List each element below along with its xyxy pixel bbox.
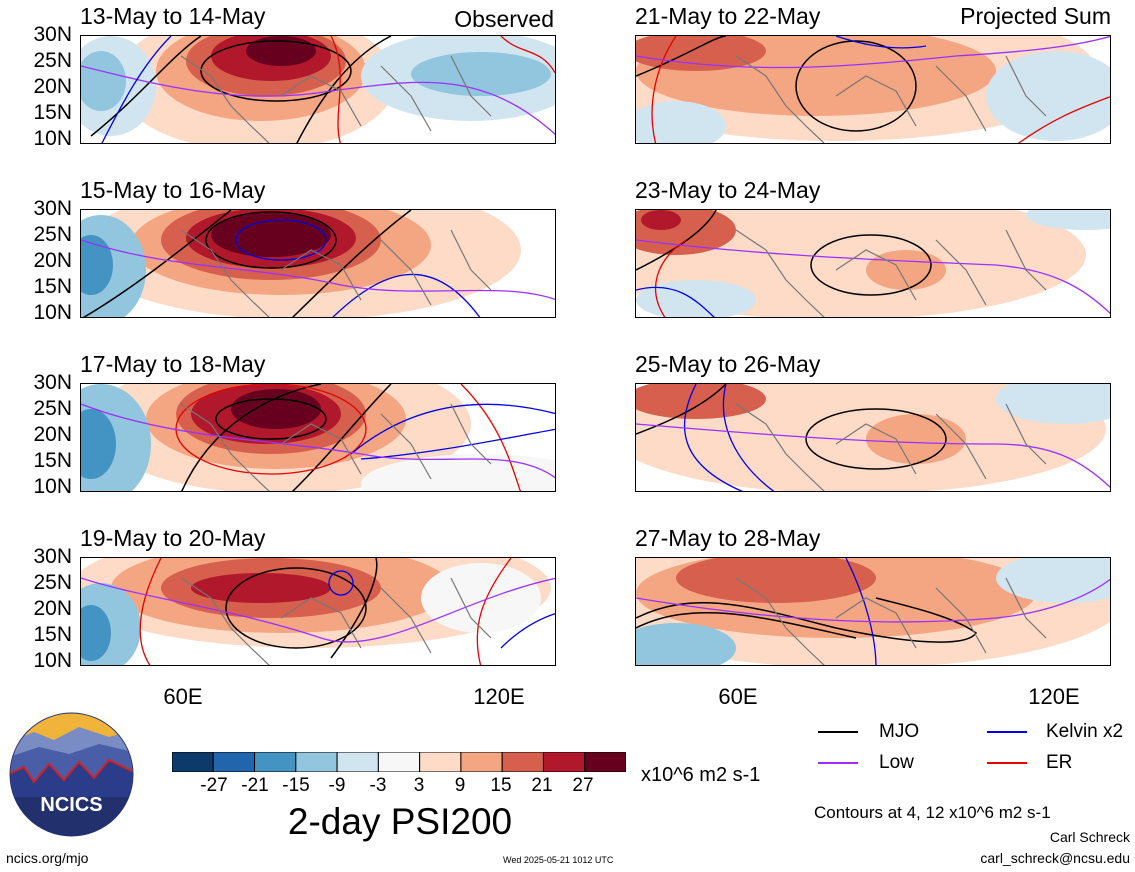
colorbar-label: 3 [413, 775, 425, 796]
panel-title: 19-May to 20-May [80, 525, 266, 551]
legend-swatch-low [818, 762, 858, 764]
legend-label-er: ER [1046, 752, 1073, 773]
lat-label: 10N [33, 649, 72, 672]
colorbar-swatch [212, 751, 256, 773]
map-panel [80, 557, 556, 666]
lon-label: 60E [718, 684, 758, 709]
colorbar-labels: -27 -21 -15 -9 -3 3 9 15 21 27 [172, 776, 626, 798]
colorbar-swatch [377, 751, 421, 773]
colorbar-label: 27 [572, 775, 594, 796]
colorbar-label: -9 [328, 775, 346, 796]
lon-label: 120E [1028, 684, 1080, 709]
map-panel [80, 383, 556, 492]
colorbar-label: 15 [490, 775, 512, 796]
colorbar-swatch [419, 751, 462, 773]
projected-label: Projected Sum [960, 3, 1111, 29]
panel-title: 27-May to 28-May [635, 525, 821, 551]
lat-label: 15N [33, 449, 72, 472]
lat-label: 30N [33, 197, 72, 220]
panel-title: 15-May to 16-May [80, 177, 266, 203]
colorbar-swatch [171, 751, 214, 773]
legend-swatch-er [987, 762, 1027, 764]
lat-label: 20N [33, 423, 72, 446]
lat-label: 20N [33, 249, 72, 272]
lat-label: 30N [33, 545, 72, 568]
legend-label-mjo: MJO [879, 721, 920, 742]
lat-label: 25N [33, 397, 72, 420]
contours-note: Contours at 4, 12 x10^6 m2 s-1 [814, 803, 1051, 822]
lat-label: 25N [33, 49, 72, 72]
panel-title: 13-May to 14-May [80, 3, 266, 29]
logo-text: NCICS [40, 794, 102, 816]
colorbar-label: -3 [369, 775, 387, 796]
colorbar [171, 751, 627, 773]
map-panel [635, 557, 1111, 666]
footer-url: ncics.org/mjo [6, 850, 89, 866]
colorbar-swatch [460, 751, 503, 773]
lat-label: 30N [33, 371, 72, 394]
lat-label: 15N [33, 623, 72, 646]
ncics-logo-graphic: NCICS [9, 712, 134, 837]
colorbar-swatch [336, 751, 379, 773]
map-panel [635, 209, 1111, 318]
lat-label: 15N [33, 101, 72, 124]
lat-label: 25N [33, 223, 72, 246]
colorbar-label: 21 [531, 775, 553, 796]
map-panel [80, 35, 556, 144]
colorbar-label: -21 [241, 775, 269, 796]
panel-title: 23-May to 24-May [635, 177, 821, 203]
panel-title: 25-May to 26-May [635, 351, 821, 377]
footer-timestamp: Wed 2025-05-21 1012 UTC [503, 855, 614, 865]
lat-label: 10N [33, 127, 72, 150]
panel-title: 17-May to 18-May [80, 351, 266, 377]
footer-author: Carl Schreck [1049, 829, 1130, 845]
lat-label: 25N [33, 571, 72, 594]
colorbar-swatch [542, 751, 586, 773]
colorbar-swatch [295, 751, 338, 773]
legend-label-low: Low [879, 752, 914, 773]
observed-label: Observed [454, 6, 554, 32]
colorbar-swatch [501, 751, 544, 773]
colorbar-unit: x10^6 m2 s-1 [641, 764, 761, 786]
colorbar-label: 9 [454, 775, 466, 796]
legend-label-kelvin: Kelvin x2 [1046, 721, 1124, 742]
legend-swatch-mjo [818, 731, 858, 733]
lat-label: 30N [33, 23, 72, 46]
panel-title: 21-May to 22-May [635, 3, 821, 29]
lon-label: 120E [473, 684, 525, 709]
footer-email: carl_schreck@ncsu.edu [980, 850, 1130, 866]
legend-swatch-kelvin [987, 731, 1027, 733]
colorbar-swatch [584, 751, 627, 773]
lat-label: 10N [33, 475, 72, 498]
lat-label: 20N [33, 597, 72, 620]
colorbar-swatches [171, 751, 627, 773]
lat-label: 20N [33, 75, 72, 98]
lon-label: 60E [163, 684, 203, 709]
lat-label: 10N [33, 301, 72, 324]
map-panel [80, 209, 556, 318]
map-panel [635, 35, 1111, 144]
colorbar-label: -15 [282, 775, 310, 796]
colorbar-label: -27 [200, 775, 228, 796]
ncics-logo: NCICS [9, 712, 134, 837]
colorbar-title: 2-day PSI200 [287, 801, 513, 842]
colorbar-swatch [254, 751, 297, 773]
map-panel [635, 383, 1111, 492]
lat-label: 15N [33, 275, 72, 298]
